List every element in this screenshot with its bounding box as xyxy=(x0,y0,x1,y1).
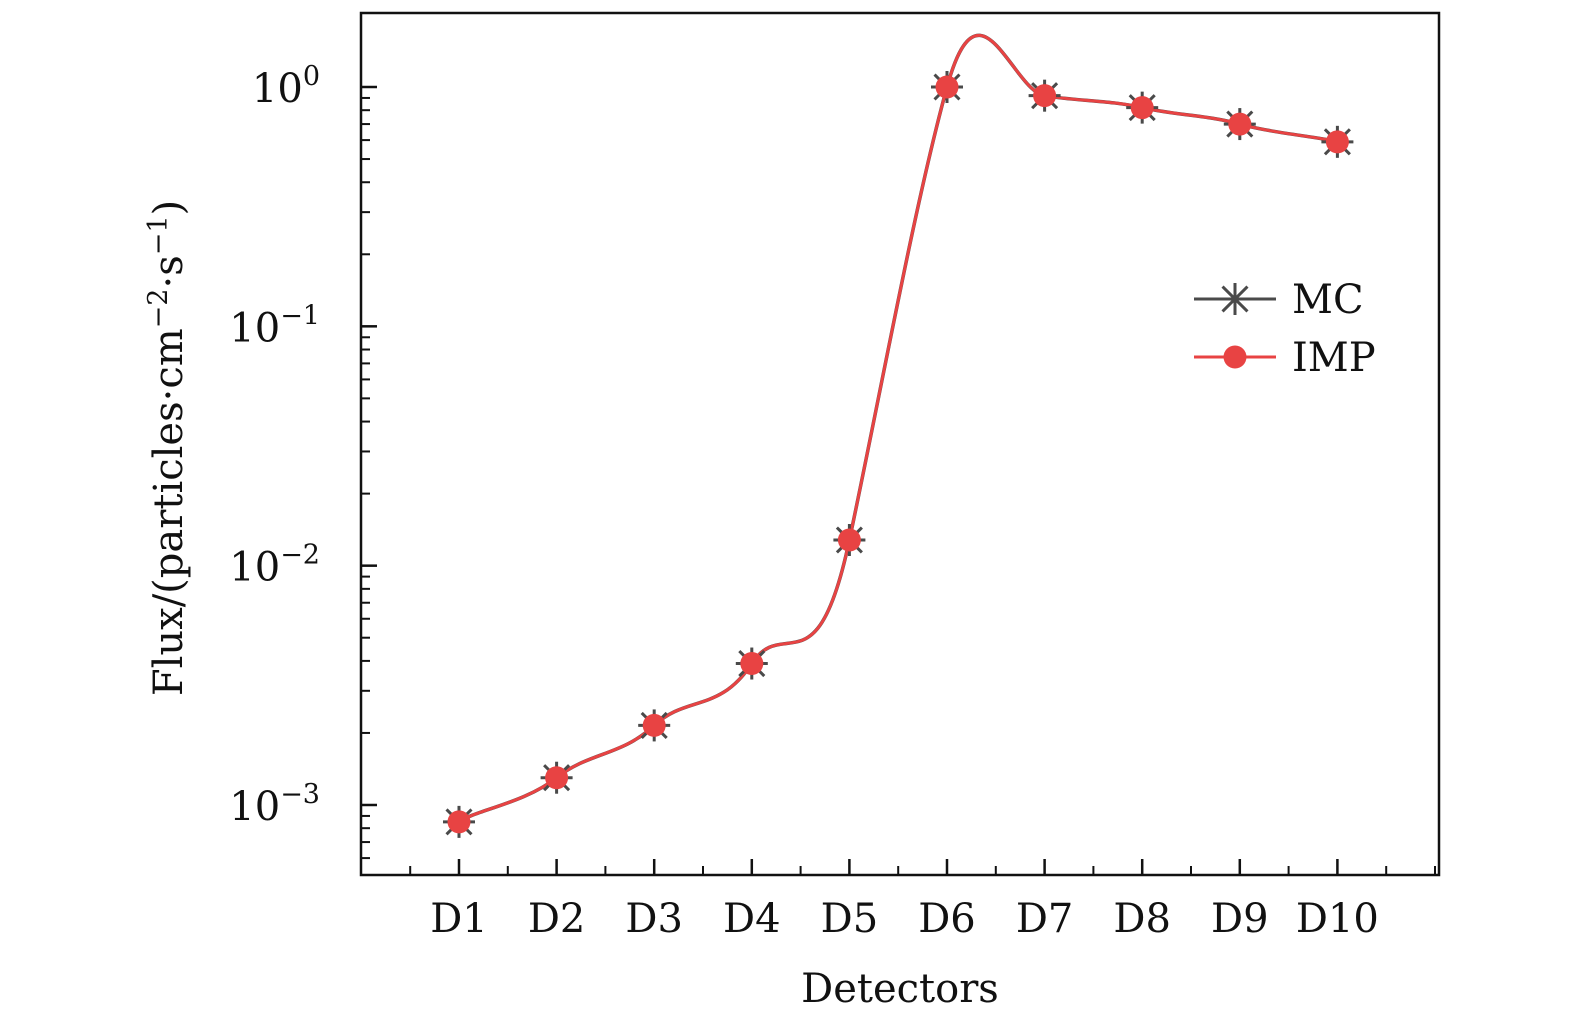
data-point-imp xyxy=(447,810,471,834)
y-tick-label: 10−1 xyxy=(229,300,320,351)
y-tick-exponent: −3 xyxy=(280,779,320,810)
series-line-mc xyxy=(457,33,1338,824)
legend-marker-mc xyxy=(1219,283,1251,315)
data-point-imp xyxy=(1130,96,1154,120)
legend-label-imp: IMP xyxy=(1292,335,1376,381)
x-tick-label: D3 xyxy=(625,896,683,942)
x-tick-label: D5 xyxy=(821,896,879,942)
plot-frame xyxy=(359,11,1441,877)
x-tick-label: D6 xyxy=(918,896,976,942)
data-point-imp xyxy=(1325,130,1349,154)
y-axis-title-suffix: ) xyxy=(146,200,192,216)
y-tick-base: 10 xyxy=(252,66,303,112)
x-axis-ticks xyxy=(409,859,1436,875)
x-tick-label: D2 xyxy=(528,896,586,942)
y-axis-title-mid: ·s xyxy=(146,255,192,288)
y-axis-title-exp2: −1 xyxy=(143,215,174,255)
y-tick-exponent: −2 xyxy=(280,540,320,571)
x-tick-label: D8 xyxy=(1113,896,1171,942)
x-tick-label: D10 xyxy=(1296,896,1379,942)
y-tick-exponent: 0 xyxy=(303,61,320,92)
y-tick-base: 10 xyxy=(229,784,280,830)
data-point-imp xyxy=(1228,112,1252,136)
x-tick-label: D1 xyxy=(430,896,488,942)
y-tick-base: 10 xyxy=(229,305,280,351)
x-tick-label: D7 xyxy=(1016,896,1074,942)
y-axis-title: Flux/(particles·cm−2·s−1) xyxy=(143,200,192,696)
data-point-imp xyxy=(642,713,666,737)
x-tick-labels: D1 D2 D3 D4 D5 D6 D7 D8 D9 D10 xyxy=(430,896,1379,942)
legend: MC IMP xyxy=(1194,277,1376,381)
series-lines xyxy=(457,33,1338,824)
y-axis-title-exp1: −2 xyxy=(143,289,174,329)
y-tick-label: 10−2 xyxy=(229,540,320,591)
x-tick-label: D4 xyxy=(723,896,781,942)
y-axis-ticks xyxy=(361,85,377,860)
y-tick-base: 10 xyxy=(229,545,280,591)
data-point-imp xyxy=(545,766,569,790)
legend-label-mc: MC xyxy=(1292,277,1364,323)
y-tick-label: 10−3 xyxy=(229,779,320,830)
y-axis-title-prefix: Flux/(particles·cm xyxy=(146,328,192,696)
data-point-imp xyxy=(837,528,861,552)
y-tick-label: 100 xyxy=(252,61,320,112)
data-point-imp xyxy=(1033,84,1057,108)
x-tick-label: D9 xyxy=(1211,896,1269,942)
y-tick-exponent: −1 xyxy=(280,300,320,331)
legend-marker-imp xyxy=(1223,345,1247,369)
data-point-imp xyxy=(935,75,959,99)
x-axis-title: Detectors xyxy=(801,966,999,1012)
series-markers xyxy=(443,71,1354,838)
data-point-imp xyxy=(740,652,764,676)
series-line-imp xyxy=(458,34,1338,824)
